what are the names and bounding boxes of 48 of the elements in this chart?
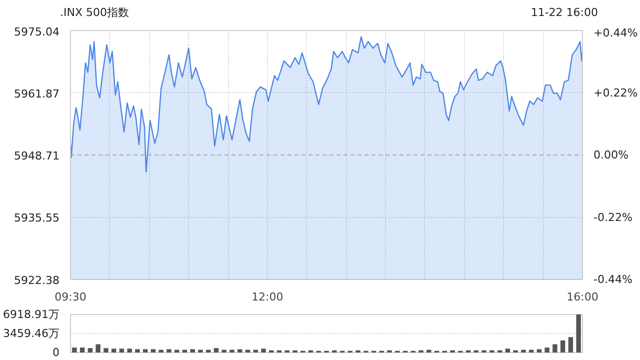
bar [166,349,172,352]
bar [230,350,234,352]
y2-tick-label: -0.44% [594,273,632,286]
bar [190,349,195,352]
y2-tick-label: -0.22% [594,210,632,224]
bar [505,348,510,352]
bar [142,349,148,352]
bar [104,348,108,352]
y-tick-label: 5935.55 [14,212,60,225]
bar [544,348,550,352]
bar [150,349,156,352]
bar [222,350,226,352]
bar [214,348,219,352]
bar [521,350,526,352]
y-tick-label: 3459.46万 [3,327,60,340]
x-tick-label: 16:00 [566,290,598,304]
bar [253,350,258,352]
y-tick-label: 5961.87 [14,87,60,100]
y-tick-label: 5922.38 [14,274,60,287]
bar [576,314,581,352]
bar [80,348,85,352]
bar [568,337,574,352]
bar [111,348,116,352]
bar [552,344,558,352]
y2-tick-label: 0.00% [594,148,628,162]
y2-tick-label: +0.22% [594,86,638,100]
text: 11-22 16:00 [530,5,598,21]
y-tick-label: 5948.71 [14,150,60,162]
y-tick-label: 0 [52,346,60,359]
x-tick-label: 09:30 [54,290,86,304]
y-tick-label: 5975.04 [14,26,60,38]
bar [158,350,164,352]
bar [119,348,124,352]
bar [560,340,566,352]
x-tick-label: 12:00 [252,290,284,304]
y2-tick-label: +0.44% [594,26,638,40]
bar [237,349,242,352]
bar [261,348,266,352]
bar [88,348,93,352]
bar [135,349,140,352]
bar [536,349,542,352]
chart-title: .INX 500指数 [60,5,129,21]
bar [72,348,77,352]
y-tick-label: 6918.91万 [3,308,60,321]
bar [127,348,132,352]
bar [426,350,432,352]
bar [198,350,203,352]
bar [96,344,100,352]
